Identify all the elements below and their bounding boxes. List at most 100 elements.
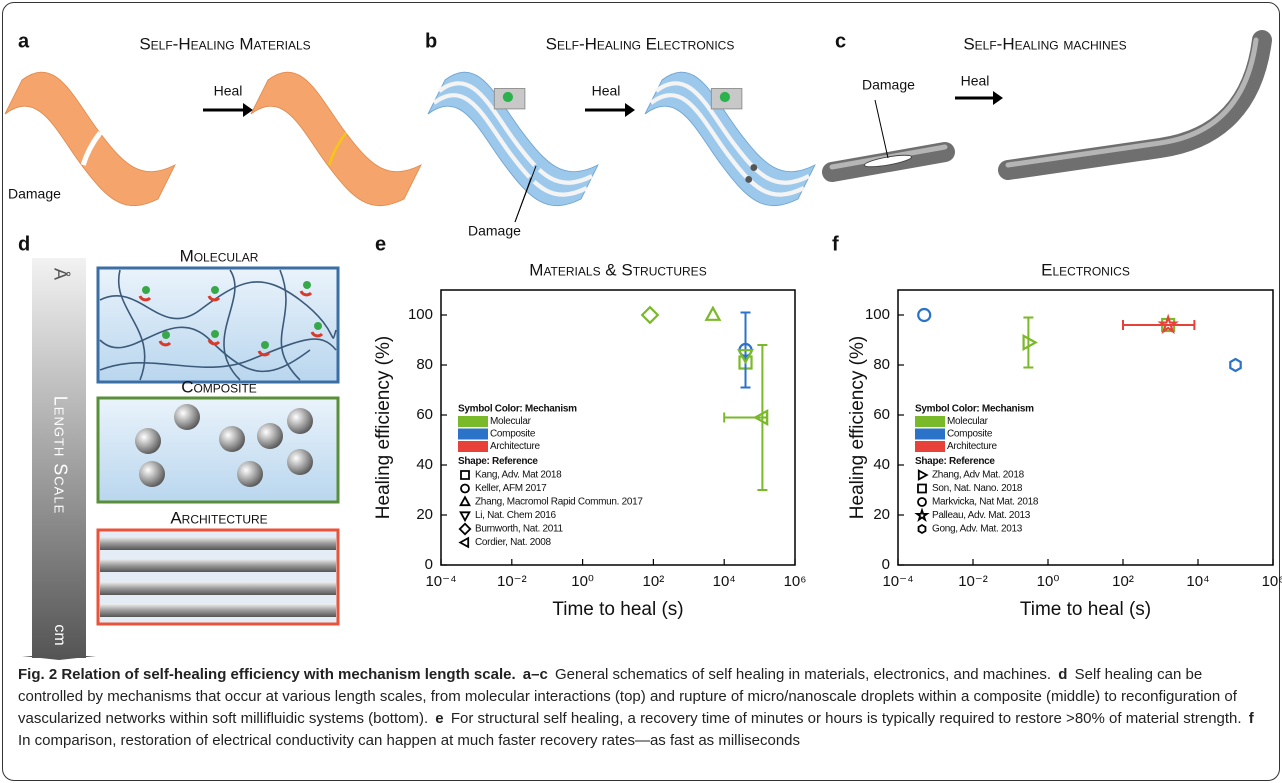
y-tick-label: 60 xyxy=(873,406,890,423)
legend-marker xyxy=(917,497,927,507)
x-tick-label: 10⁻⁴ xyxy=(425,573,456,590)
tube-damaged xyxy=(822,142,955,182)
chart-title: Materials & Structures xyxy=(529,260,706,279)
legend-label: Molecular xyxy=(947,416,989,427)
x-tick-label: 10² xyxy=(643,573,665,590)
legend-title: Shape: Reference xyxy=(458,456,538,467)
legend-label: Zhang, Adv Mat. 2018 xyxy=(932,470,1025,481)
data-point xyxy=(704,305,722,321)
scale-arrow xyxy=(22,258,96,660)
y-tick-label: 80 xyxy=(416,356,433,373)
caption: Fig. 2 Relation of self-healing efficien… xyxy=(18,664,1268,752)
data-point xyxy=(1161,317,1176,333)
damage-leader xyxy=(514,165,537,223)
x-tick-label: 10⁴ xyxy=(1186,573,1209,590)
panel-label: c xyxy=(835,30,846,52)
scale-top: Å xyxy=(50,268,70,280)
legend-marker xyxy=(458,536,470,549)
x-tick-label: 10² xyxy=(1112,573,1134,590)
legend-label: Son, Nat. Nano. 2018 xyxy=(932,483,1023,494)
panel-label: f xyxy=(832,233,839,255)
chart-title: Electronics xyxy=(1041,260,1130,279)
molecular-box xyxy=(96,266,340,384)
x-axis-title: Time to heal (s) xyxy=(1020,599,1151,620)
y-tick-label: 0 xyxy=(425,556,433,573)
legend-title: Shape: Reference xyxy=(915,456,995,467)
legend-marker xyxy=(459,511,471,523)
level-title: Composite xyxy=(181,377,257,396)
panel-title: Self-Healing Electronics xyxy=(546,34,735,53)
x-tick-label: 10⁻² xyxy=(497,573,527,590)
legend-label: Palleau, Adv. Mat. 2013 xyxy=(932,510,1031,521)
panel-label: b xyxy=(425,30,437,52)
legend-marker xyxy=(917,469,929,481)
y-tick-label: 0 xyxy=(882,556,890,573)
legend-swatch xyxy=(458,428,488,440)
heal-label: Heal xyxy=(961,73,990,89)
legend-label: Molecular xyxy=(490,416,532,427)
caption-label: e xyxy=(435,710,444,727)
data-point xyxy=(917,307,932,323)
scale-bottom: cm xyxy=(51,624,68,645)
caption-text: General schematics of self healing in ma… xyxy=(555,666,1052,683)
data-point xyxy=(752,409,769,426)
figure: a Self-Healing Materials Damage Heal b S… xyxy=(4,30,1282,660)
y-tick-label: 80 xyxy=(873,356,890,373)
legend-title: Symbol Color: Mechanism xyxy=(915,404,1034,415)
legend-label: Markvicka, Nat Mat. 2018 xyxy=(932,497,1039,508)
y-tick-label: 60 xyxy=(416,406,433,423)
data-point xyxy=(737,349,754,365)
legend-swatch xyxy=(915,428,945,440)
legend-swatch xyxy=(915,441,945,452)
legend-swatch xyxy=(915,416,945,427)
panel-title: Self-Healing machines xyxy=(963,34,1126,53)
legend-label: Composite xyxy=(947,429,993,440)
x-tick-label: 10⁶ xyxy=(784,573,807,590)
x-tick-label: 10⁻⁴ xyxy=(882,573,913,590)
plot-frame xyxy=(897,289,1274,566)
y-tick-label: 20 xyxy=(416,506,433,523)
legend-label: Zhang, Macromol Rapid Commun. 2017 xyxy=(475,497,643,508)
heal-arrow xyxy=(955,91,1003,105)
x-tick-label: 10⁻² xyxy=(958,573,988,590)
circuit-healed xyxy=(644,71,816,207)
plot-frame xyxy=(440,289,796,566)
legend-marker xyxy=(458,522,472,536)
panel-label: e xyxy=(375,233,386,255)
sheet-damaged xyxy=(4,71,176,207)
heal-label: Heal xyxy=(592,83,621,99)
panel-title: Self-Healing Materials xyxy=(139,34,310,53)
caption-title: Fig. 2 Relation of self-healing efficien… xyxy=(18,666,516,683)
legend-label: Cordier, Nat. 2008 xyxy=(475,537,551,548)
y-tick-label: 20 xyxy=(873,506,890,523)
legend-label: Li, Nat. Chem 2016 xyxy=(475,510,556,521)
legend-label: Gong, Adv. Mat. 2013 xyxy=(932,524,1023,535)
damage-label: Damage xyxy=(468,223,521,239)
data-point xyxy=(1229,357,1242,373)
legend-label: Burnworth, Nat. 2011 xyxy=(475,524,563,535)
caption-text: In comparison, restoration of electrical… xyxy=(18,732,801,749)
legend-title: Symbol Color: Mechanism xyxy=(458,404,577,415)
level-title: Architecture xyxy=(170,508,267,527)
y-tick-label: 100 xyxy=(865,306,890,323)
legend-label: Architecture xyxy=(947,441,997,452)
panel-label: d xyxy=(18,233,30,255)
legend-marker xyxy=(460,470,470,480)
y-axis-title: Healing efficiency (%) xyxy=(847,336,868,519)
x-tick-label: 10⁶ xyxy=(1262,573,1282,590)
x-error-bar xyxy=(1122,320,1196,330)
y-error-bar xyxy=(1023,316,1034,369)
legend-label: Composite xyxy=(490,429,536,440)
data-point xyxy=(1157,313,1179,335)
legend-swatch xyxy=(458,416,488,427)
damage-label: Damage xyxy=(862,77,915,93)
y-axis-title: Healing efficiency (%) xyxy=(373,336,394,519)
circuit-damaged xyxy=(427,71,599,207)
heal-arrow xyxy=(585,103,635,117)
composite-box xyxy=(96,396,340,504)
caption-text: For structural self healing, a recovery … xyxy=(450,710,1242,727)
legend-label: Architecture xyxy=(490,441,540,452)
x-tick-label: 10⁰ xyxy=(1037,573,1060,590)
legend-swatch xyxy=(458,441,488,452)
